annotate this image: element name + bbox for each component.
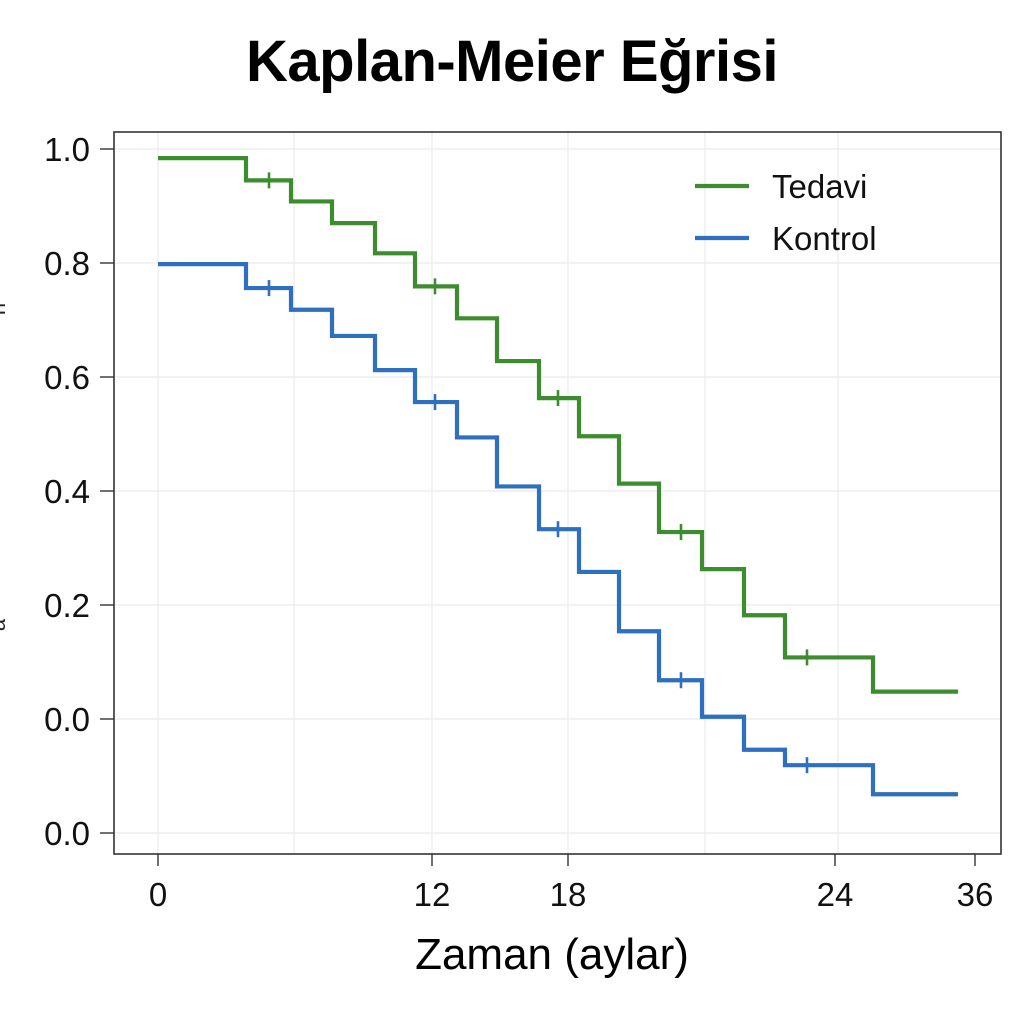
ylabel-fragment: a <box>0 619 11 631</box>
y-tick-label: 0.2 <box>44 587 90 624</box>
x-tick-label: 0 <box>149 876 167 913</box>
series-line-kontrol <box>158 262 958 797</box>
ylabel-fragment: n <box>0 303 11 315</box>
x-axis: 0 12 18 24 36 <box>149 854 994 913</box>
legend-label-tedavi: Tedavi <box>772 168 867 205</box>
x-tick-label: 18 <box>550 876 587 913</box>
series-line-tedavi <box>158 156 958 694</box>
y-tick-label: 0.4 <box>44 473 90 510</box>
y-tick-label: 0.0 <box>44 701 90 738</box>
x-tick-label: 36 <box>957 876 994 913</box>
legend: Tedavi Kontrol <box>695 168 877 257</box>
x-tick-label: 24 <box>817 876 854 913</box>
x-axis-label: Zaman (aylar) <box>415 930 689 979</box>
gridlines <box>114 132 1001 854</box>
y-tick-label: 0.8 <box>44 245 90 282</box>
y-tick-label: 0.6 <box>44 359 90 396</box>
y-axis: 1.0 0.8 0.6 0.4 0.2 0.0 0.0 <box>44 131 114 852</box>
x-tick-label: 12 <box>414 876 451 913</box>
chart-title: Kaplan-Meier Eğrisi <box>246 29 778 94</box>
y-tick-label: 1.0 <box>44 131 90 168</box>
series-lines <box>158 156 958 797</box>
y-tick-label: 0.0 <box>44 815 90 852</box>
legend-label-kontrol: Kontrol <box>772 220 877 257</box>
plot-frame <box>113 131 1002 855</box>
